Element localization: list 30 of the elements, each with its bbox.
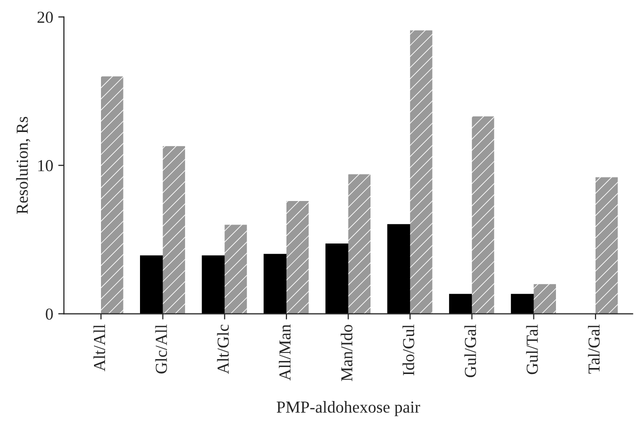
x-axis-title: PMP-aldohexose pair (276, 401, 420, 416)
bar (286, 200, 309, 314)
bar (449, 294, 472, 314)
y-tick-label: 10 (38, 160, 53, 172)
x-tick-label: All/Man (278, 324, 291, 380)
bar (387, 224, 411, 314)
x-tick-label: Gul/Tal (526, 324, 538, 374)
bar (264, 254, 287, 314)
x-tick-label: Tal/Gal (588, 324, 600, 374)
bar (140, 255, 164, 314)
x-tick-label: Alt/All (93, 324, 106, 372)
bar (410, 30, 432, 314)
bar (472, 116, 494, 314)
x-tick-label: Glc/All (155, 324, 167, 374)
x-tick-label: Gul/Gal (464, 324, 476, 378)
bar (100, 76, 124, 314)
bar (202, 255, 226, 314)
x-tick-label: Alt/Glc (217, 324, 229, 374)
x-tick-label: Ido/Gul (402, 324, 414, 376)
bar (534, 284, 556, 314)
y-tick-label: 20 (38, 12, 53, 23)
bar (162, 146, 186, 314)
bar (596, 177, 618, 314)
bar (348, 174, 371, 314)
bar (510, 294, 534, 314)
y-tick-label: 0 (46, 308, 53, 320)
bar (325, 243, 349, 314)
x-tick-label: Man/Ido (340, 324, 352, 382)
y-axis-title: Resolution, Rs (16, 116, 30, 214)
bar (224, 224, 247, 314)
